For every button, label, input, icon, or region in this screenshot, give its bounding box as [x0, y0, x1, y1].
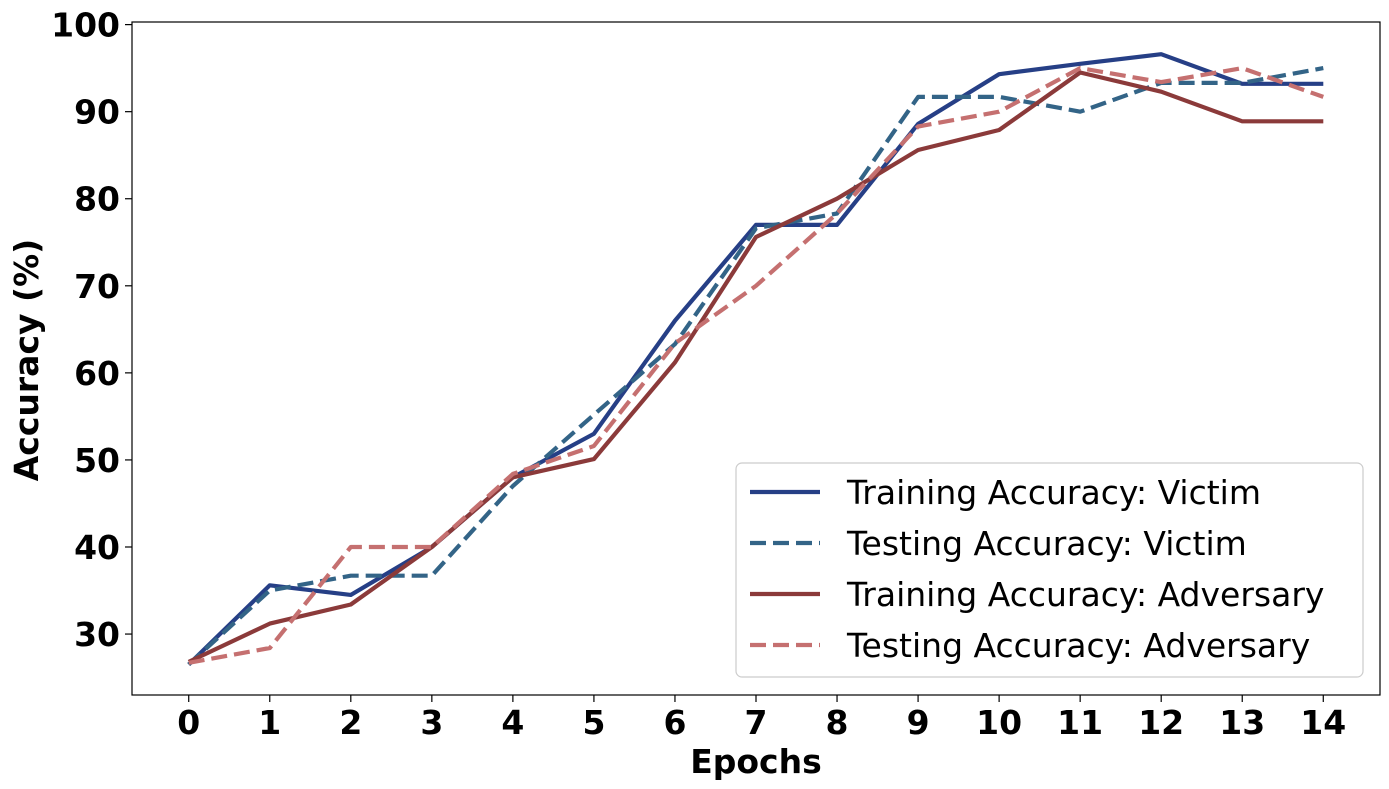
legend-label: Testing Accuracy: Adversary [846, 626, 1310, 665]
y-tick-label: 50 [74, 441, 120, 480]
series-line-4 [188, 65, 1325, 665]
x-tick-label: 3 [420, 703, 443, 742]
x-tick-label: 1 [258, 703, 281, 742]
x-tick-label: 14 [1300, 703, 1346, 742]
y-tick-label: 100 [51, 6, 120, 45]
x-tick-label: 13 [1219, 703, 1265, 742]
x-tick-label: 12 [1138, 703, 1184, 742]
x-tick-label: 2 [339, 703, 362, 742]
x-tick-label: 9 [907, 703, 930, 742]
legend-label: Training Accuracy: Victim [846, 473, 1261, 512]
x-axis-label: Epochs [690, 742, 822, 781]
x-tick-label: 5 [582, 703, 605, 742]
legend-label: Training Accuracy: Adversary [846, 575, 1324, 614]
series-line-3 [187, 70, 1324, 664]
y-tick-label: 70 [74, 267, 120, 306]
y-axis-label: Accuracy (%) [7, 239, 46, 482]
series-lines [187, 52, 1325, 667]
x-tick-label: 11 [1057, 703, 1103, 742]
x-tick-label: 4 [501, 703, 524, 742]
x-tick-label: 0 [177, 703, 200, 742]
x-tick-label: 8 [826, 703, 849, 742]
series-line-2 [187, 66, 1324, 667]
x-tick-label: 10 [976, 703, 1022, 742]
legend-label: Testing Accuracy: Victim [846, 524, 1247, 563]
y-tick-label: 60 [74, 354, 120, 393]
y-tick-label: 30 [74, 615, 120, 654]
legend-box [735, 462, 1364, 678]
x-tick-label: 6 [663, 703, 686, 742]
y-tick-label: 80 [74, 180, 120, 219]
y-axis-ticks: 30 40 50 60 70 80 90 100 [51, 6, 132, 654]
series-line-1 [187, 52, 1324, 667]
x-axis-ticks: 0 1 2 3 4 5 6 7 8 9 10 11 12 13 14 [177, 695, 1346, 742]
y-tick-label: 40 [74, 528, 120, 567]
y-tick-label: 90 [74, 93, 120, 132]
legend: Training Accuracy: Victim Testing Accurac… [735, 462, 1364, 678]
x-tick-label: 7 [745, 703, 768, 742]
